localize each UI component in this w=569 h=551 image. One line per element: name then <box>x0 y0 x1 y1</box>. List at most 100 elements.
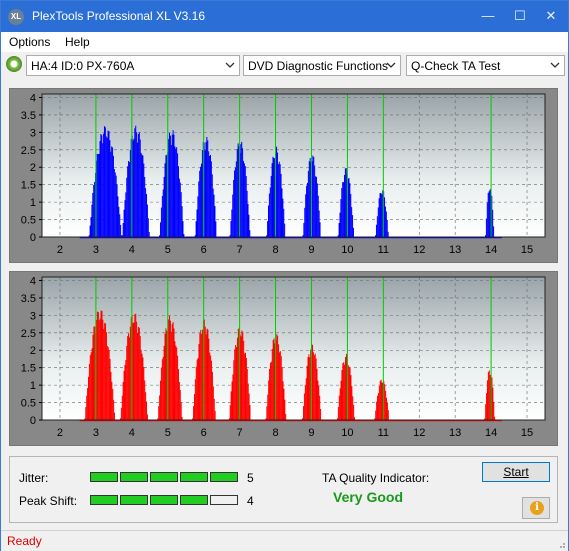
status-bar: Ready <box>1 530 568 551</box>
data-bar <box>157 418 159 420</box>
data-bar <box>112 155 114 237</box>
data-bar <box>280 356 282 420</box>
x-tick-label: 5 <box>165 244 171 256</box>
data-bar <box>124 200 126 237</box>
menu-options[interactable]: Options <box>9 35 51 49</box>
x-tick-label: 11 <box>378 244 389 256</box>
data-bar <box>117 196 119 237</box>
data-bar <box>281 367 283 420</box>
top-jitter-chart: 0 0.5 1 1.5 2 2.5 3 3.5 4 2 3 4 5 6 7 8 9 10 11 12 13 14 15 <box>21 92 546 256</box>
data-bar <box>215 221 217 237</box>
data-bar <box>137 327 139 420</box>
data-bar <box>207 140 209 237</box>
data-bar <box>269 362 271 420</box>
data-bar <box>268 193 270 237</box>
data-bar <box>303 393 305 420</box>
minimize-button[interactable]: — <box>481 8 495 23</box>
data-bar <box>244 352 246 420</box>
data-bar <box>146 204 148 237</box>
data-bar <box>351 386 353 420</box>
data-bar <box>136 321 138 420</box>
data-bar <box>138 327 140 420</box>
data-bar <box>99 141 101 237</box>
data-bar <box>179 389 181 420</box>
data-bar <box>278 161 280 237</box>
data-bar <box>306 182 308 237</box>
data-bar <box>230 391 232 420</box>
data-bar <box>347 365 349 420</box>
data-bar <box>315 358 317 420</box>
data-bar <box>100 134 102 237</box>
test-select[interactable]: Q-Check TA Test <box>406 55 565 76</box>
title-bar[interactable]: XL PlexTools Professional XL V3.16 — ☐ ✕ <box>1 1 568 32</box>
data-bar <box>128 337 130 420</box>
data-bar <box>265 418 267 420</box>
data-bar <box>267 205 269 237</box>
data-bar <box>343 182 345 237</box>
data-bar <box>268 380 270 420</box>
data-bar <box>172 130 174 237</box>
y-tick-label: 2.5 <box>21 328 36 340</box>
data-bar <box>211 360 213 420</box>
data-bar <box>119 214 121 237</box>
drive-select[interactable]: HA:4 ID:0 PX-760A <box>26 55 240 76</box>
data-bar <box>162 189 164 237</box>
data-bar <box>306 365 308 420</box>
data-bar <box>484 235 486 237</box>
menu-help[interactable]: Help <box>65 35 90 49</box>
bottom-chart-panel: 0 0.5 1 1.5 2 2.5 3 3.5 4 2 3 4 5 6 7 8 9 10 11 12 13 14 15 <box>9 271 558 446</box>
data-bar <box>314 165 316 237</box>
data-bar <box>241 141 243 237</box>
data-bar <box>213 194 215 237</box>
x-tick-label: 14 <box>485 244 497 256</box>
data-bar <box>341 369 343 420</box>
data-bar <box>98 320 100 420</box>
data-bar <box>304 384 306 420</box>
start-button[interactable]: Start <box>482 462 550 482</box>
data-bar <box>97 312 99 420</box>
data-bar <box>243 160 245 237</box>
data-bar <box>492 209 494 237</box>
data-bar <box>111 381 113 420</box>
data-bar <box>484 418 486 420</box>
data-bar <box>338 222 340 237</box>
data-bar <box>139 336 141 420</box>
y-tick-label: 3 <box>30 310 36 322</box>
resize-grip-icon[interactable] <box>556 539 566 549</box>
data-bar <box>132 322 134 420</box>
y-tick-label: 1 <box>30 197 36 209</box>
data-bar <box>348 366 350 420</box>
x-tick-label: 9 <box>308 427 314 439</box>
data-bar <box>209 352 211 420</box>
data-bar <box>246 369 248 420</box>
function-select[interactable]: DVD Diagnostic Functions <box>243 55 401 76</box>
data-bar <box>110 371 112 420</box>
y-tick-label: 2 <box>30 162 36 174</box>
data-bar <box>375 410 377 420</box>
info-button[interactable]: i <box>522 497 550 519</box>
data-bar <box>140 152 142 237</box>
data-bar <box>181 417 183 420</box>
x-tick-label: 9 <box>308 244 314 256</box>
data-bar <box>303 406 305 420</box>
chevron-down-icon <box>386 62 396 68</box>
data-bar <box>194 379 196 420</box>
data-bar <box>164 163 166 237</box>
data-bar <box>174 146 176 237</box>
maximize-button[interactable]: ☐ <box>514 8 526 23</box>
data-bar <box>120 224 122 237</box>
data-bar <box>86 395 88 420</box>
data-bar <box>236 347 238 420</box>
data-bar <box>177 166 179 237</box>
data-bar <box>244 166 246 237</box>
data-bar <box>351 207 353 237</box>
data-bar <box>204 150 206 237</box>
data-bar <box>89 355 91 420</box>
data-bar <box>165 155 167 237</box>
data-bar <box>315 176 317 237</box>
x-tick-label: 7 <box>237 244 243 256</box>
data-bar <box>141 154 143 237</box>
data-bar <box>240 144 242 237</box>
data-bar <box>271 163 273 237</box>
close-button[interactable]: ✕ <box>545 8 557 23</box>
